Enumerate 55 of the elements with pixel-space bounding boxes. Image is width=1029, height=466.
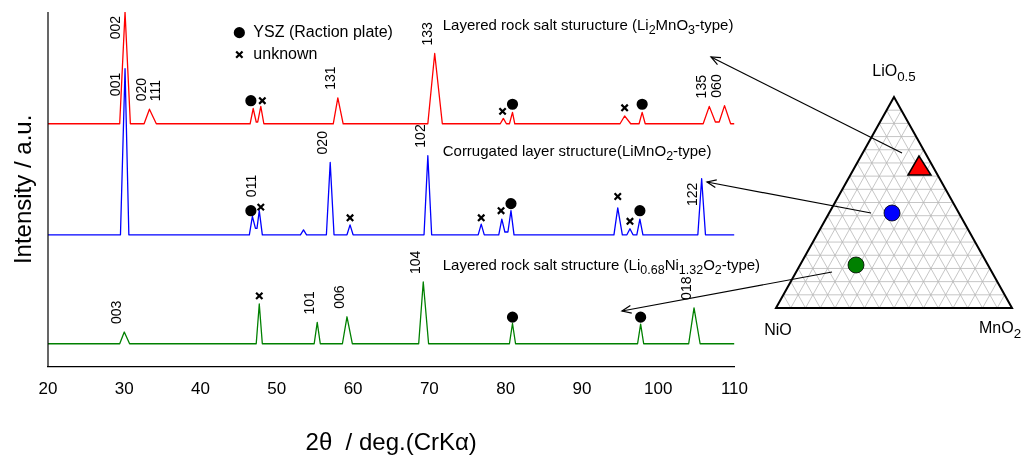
point	[254, 291, 264, 301]
point	[613, 192, 623, 201]
legend-label: unknown	[253, 45, 318, 63]
text: LiO$_{0.5}$	[872, 62, 916, 84]
annotation: 102	[411, 124, 428, 148]
point	[620, 103, 629, 113]
point	[476, 213, 486, 223]
point	[634, 205, 646, 217]
annotation: 131	[321, 66, 338, 90]
annotation: 111	[147, 79, 164, 102]
annotation: 001	[106, 72, 123, 97]
x-tick-label: 30	[114, 378, 134, 398]
annotation: 011	[243, 174, 260, 198]
x-tick-label: 20	[38, 378, 58, 398]
point	[245, 205, 257, 217]
x-tick-label: 110	[720, 378, 748, 398]
x-tick-label: 60	[343, 378, 363, 398]
annotation: 020	[133, 77, 150, 102]
point	[258, 96, 267, 105]
x-tick-label: 100	[643, 378, 673, 398]
point	[636, 98, 648, 110]
x-axis-title: 2θ / deg.(CrKα)	[305, 428, 477, 456]
annotation: 018	[677, 276, 694, 300]
point	[245, 95, 257, 107]
annotation: 006	[330, 285, 347, 309]
point	[625, 217, 635, 226]
annotation: 101	[301, 290, 318, 315]
point	[498, 107, 507, 116]
y-axis-title: Intensity / a.u.	[8, 114, 36, 265]
annotation: 133	[418, 21, 435, 46]
annotation: 104	[407, 250, 424, 274]
annotation: 003	[108, 300, 125, 325]
series-label: Layered rock salt structure (Li$_{0.68}$Ni$_{1.32}$O$_{2}$-type)	[442, 255, 761, 277]
legend-label: YSZ (Raction plate)	[253, 23, 393, 41]
point	[506, 98, 519, 110]
point	[345, 213, 355, 223]
series-label: Layered rock salt sturucture (Li$_{2}$MnO$_{3}$-type)	[442, 15, 734, 37]
annotation: 060	[708, 74, 725, 98]
annotation: 122	[683, 182, 700, 207]
x-tick-label: 50	[267, 378, 287, 398]
point	[506, 311, 519, 323]
annotation: 002	[106, 15, 123, 40]
x-tick-label: 80	[496, 378, 516, 398]
series-label: Corrugated layer structure(LiMnO$_{2}$-type)	[442, 141, 712, 163]
text: MnO$_{2}$	[978, 319, 1022, 341]
text: NiO	[764, 321, 792, 339]
point	[505, 197, 517, 210]
point	[635, 311, 647, 323]
annotation: 135	[693, 74, 710, 99]
x-tick-label: 90	[572, 378, 592, 398]
x-tick-label: 70	[419, 378, 439, 398]
annotation: 020	[314, 130, 331, 155]
x-tick-label: 40	[191, 378, 211, 398]
point	[496, 206, 506, 215]
point	[256, 202, 266, 212]
